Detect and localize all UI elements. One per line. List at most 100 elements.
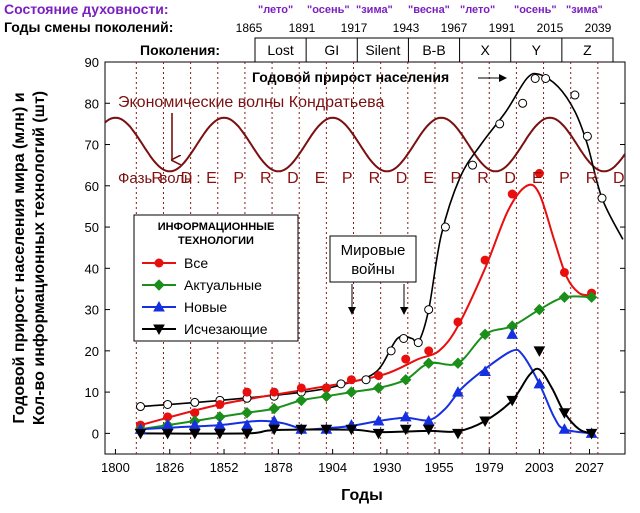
population-growth-point — [386, 346, 396, 356]
series-point-triangle-up — [533, 377, 546, 389]
legend-swatch-marker — [153, 300, 165, 312]
generation-name: Z — [583, 42, 592, 58]
generation-name: GI — [324, 42, 339, 58]
series-point-triangle-down — [479, 416, 491, 428]
phase-letter: P — [559, 170, 570, 187]
phase-letter: D — [504, 170, 516, 187]
world-wars-label-2: войны — [351, 261, 395, 278]
x-tick-label: 1930 — [372, 460, 401, 475]
generation-year: 1991 — [489, 21, 516, 35]
series-point-circle — [296, 383, 306, 393]
x-tick-label: 2003 — [525, 460, 554, 475]
generation-name: X — [480, 42, 490, 58]
phase-letter: E — [315, 170, 326, 187]
population-growth-point — [570, 90, 580, 100]
generation-year: 2039 — [585, 21, 612, 35]
population-growth-point — [413, 338, 423, 348]
population-growth-label: Годовой прирост населения — [252, 69, 449, 85]
series-point-triangle-down — [399, 424, 412, 436]
series-point-triangle-up — [506, 328, 519, 339]
population-growth-point — [495, 119, 505, 129]
population-growth-point — [440, 222, 450, 232]
season-label: "осень" — [307, 4, 350, 16]
population-growth-point — [361, 375, 371, 385]
y-tick-label: 70 — [85, 138, 99, 153]
season-label: "зима" — [356, 4, 393, 16]
generation-name: Silent — [365, 42, 400, 58]
series-point-diamond — [320, 390, 333, 402]
series-point-diamond — [345, 386, 358, 398]
world-wars-label-1: Мировые — [341, 242, 406, 259]
x-tick-label: 1852 — [210, 460, 239, 475]
season-label: "лето" — [460, 4, 495, 16]
population-growth-point — [530, 74, 540, 84]
population-growth-point — [399, 333, 409, 343]
y-tick-label: 90 — [85, 55, 99, 70]
season-label: "лето" — [258, 4, 293, 16]
x-tick-label: 1878 — [264, 460, 293, 475]
phase-letter: P — [342, 170, 353, 187]
generation-name: Y — [532, 42, 542, 58]
series-point-diamond — [479, 328, 491, 341]
series-point-diamond — [400, 374, 412, 386]
series-point-triangle-down — [422, 424, 435, 436]
series-point-triangle-up — [452, 386, 464, 397]
spirit-label: Состояние духовности: — [4, 1, 169, 17]
generations-label: Поколения: — [140, 42, 220, 58]
series-point-triangle-down — [533, 346, 546, 357]
series-point-circle — [269, 387, 279, 397]
legend-entry-label: Все — [184, 255, 208, 271]
series-point-diamond — [268, 402, 280, 415]
phase-letter: E — [423, 170, 434, 187]
legend-entry-label: Актуальные — [184, 277, 262, 293]
series-point-diamond — [533, 303, 546, 316]
phase-letter: R — [586, 170, 598, 187]
generations-box — [254, 37, 614, 63]
population-growth-point — [597, 193, 607, 203]
series-point-triangle-down — [214, 428, 226, 440]
y-axis-label-2: Кол-во информационных технологий (шт) — [31, 91, 48, 425]
legend-swatch-marker — [153, 279, 165, 291]
generation-year: 1967 — [441, 21, 468, 35]
population-growth-point — [336, 379, 346, 389]
generation-year: 1943 — [393, 21, 420, 35]
series-point-triangle-down — [188, 428, 201, 440]
phase-letter: R — [369, 170, 381, 187]
x-tick-label: 1979 — [475, 460, 504, 475]
series-line-triangle-up — [140, 348, 592, 435]
phase-letter: D — [287, 170, 299, 187]
population-growth-point — [518, 98, 528, 108]
season-label: "осень" — [514, 4, 557, 16]
series-point-triangle-down — [585, 428, 598, 440]
x-tick-label: 1800 — [101, 460, 130, 475]
series-point-circle — [215, 399, 225, 409]
plot-frame — [104, 61, 626, 455]
legend-entries: Все Актуальные Новые Исчезающие — [142, 255, 268, 337]
series-point-triangle-up — [372, 414, 385, 426]
series-point-triangle-down — [506, 395, 519, 407]
series-point-triangle-down — [452, 428, 464, 440]
legend-title-2: ТЕХНОЛОГИИ — [178, 235, 254, 247]
series-point-triangle-down — [134, 428, 147, 440]
population-growth-point — [424, 305, 434, 315]
series-point-triangle-up — [558, 423, 571, 434]
series-point-triangle-up — [399, 410, 412, 422]
legend-entry-label: Новые — [184, 299, 227, 315]
y-tick-label: 80 — [85, 96, 99, 111]
gen-change-label: Годы смены поколений: — [4, 19, 173, 35]
legend-box — [133, 214, 299, 342]
y-ticks: 0 10 20 30 40 50 60 70 80 90 — [85, 55, 625, 441]
y-tick-label: 40 — [85, 261, 99, 276]
generation-year: 1891 — [289, 21, 316, 35]
series-point-triangle-down — [558, 408, 571, 419]
series-point-diamond — [295, 394, 308, 407]
x-tick-label: 1955 — [425, 460, 454, 475]
season-label: "зима" — [566, 4, 603, 16]
series-point-diamond — [422, 357, 435, 369]
generation-year: 2015 — [537, 21, 564, 35]
phase-letter: R — [260, 170, 272, 187]
population-growth-point — [190, 397, 200, 407]
legend-swatch-marker — [154, 258, 164, 268]
